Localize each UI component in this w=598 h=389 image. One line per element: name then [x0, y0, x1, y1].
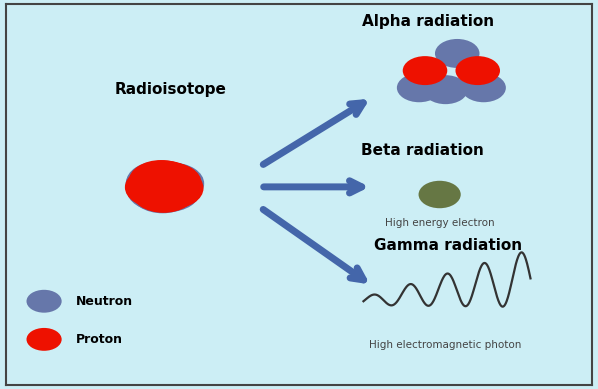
Text: Radioisotope: Radioisotope: [114, 82, 226, 97]
Circle shape: [132, 160, 196, 202]
Text: Neutron: Neutron: [77, 295, 133, 308]
Circle shape: [130, 168, 194, 210]
Circle shape: [138, 164, 203, 206]
Circle shape: [126, 163, 190, 205]
Circle shape: [126, 161, 191, 203]
Circle shape: [397, 73, 441, 102]
Circle shape: [461, 73, 506, 102]
Circle shape: [128, 166, 192, 208]
Circle shape: [26, 328, 62, 351]
Circle shape: [26, 290, 62, 313]
Circle shape: [134, 168, 199, 210]
Circle shape: [133, 166, 198, 208]
Text: High energy electron: High energy electron: [385, 218, 495, 228]
Circle shape: [129, 160, 193, 202]
Circle shape: [456, 56, 500, 85]
Circle shape: [136, 170, 200, 212]
Circle shape: [132, 171, 196, 213]
Circle shape: [130, 164, 195, 206]
Circle shape: [132, 166, 196, 208]
Circle shape: [135, 162, 199, 204]
Text: Alpha radiation: Alpha radiation: [362, 14, 494, 28]
Circle shape: [139, 167, 203, 209]
Text: Gamma radiation: Gamma radiation: [374, 238, 523, 254]
Circle shape: [129, 162, 193, 204]
Circle shape: [135, 164, 199, 206]
Text: High electromagnetic photon: High electromagnetic photon: [370, 340, 521, 350]
Circle shape: [137, 162, 202, 204]
Circle shape: [136, 166, 201, 208]
Circle shape: [435, 39, 480, 68]
Circle shape: [129, 164, 194, 206]
Circle shape: [402, 56, 447, 85]
Circle shape: [419, 181, 460, 208]
Circle shape: [423, 75, 468, 104]
Circle shape: [130, 172, 195, 213]
Circle shape: [140, 163, 204, 205]
Circle shape: [127, 169, 191, 211]
Circle shape: [125, 166, 190, 208]
Text: Proton: Proton: [77, 333, 123, 346]
Text: Beta radiation: Beta radiation: [361, 143, 484, 158]
